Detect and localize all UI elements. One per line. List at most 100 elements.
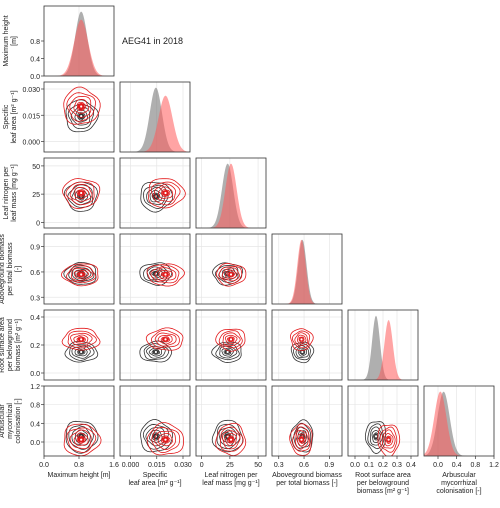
y-axis-title-lnm: leaf mass [mg g⁻¹] [11,164,18,221]
x-axis-title-rsa: biomass [m² g⁻¹] [357,488,409,495]
panel-rsa-vs-agb [271,309,343,381]
contour-red [73,334,89,344]
contour-red [67,330,97,349]
contour-grey [139,262,173,286]
y-tick-label: 0.6 [30,270,40,277]
y-axis-title-sla: leaf area [m² g⁻¹] [11,90,18,143]
contour-red [65,181,95,206]
x-tick-label: 0.4 [406,462,416,469]
panel-amc-vs-sla: 0.000 0.015 0.030 [119,385,192,469]
panel-amc-vs-rsa: 0.0 0.1 0.2 0.3 0.4 [347,385,419,469]
mean-point-red [80,338,83,341]
y-tick-label: 0.015 [22,113,40,120]
contour-red [76,101,87,112]
panel-lnm-vs-sla [119,157,191,229]
panel-frame [119,309,191,381]
panel-frame [195,309,267,381]
panel-content [196,158,266,228]
panel-content [44,310,114,380]
contour-grey [290,341,315,364]
contour-grey [370,426,383,446]
contour-red [154,332,177,347]
x-axis-title-agb: Aboveground biomass [272,472,342,479]
mean-point-red [300,438,303,441]
x-tick-label: 1.2 [489,462,499,469]
contour-grey [143,184,169,209]
x-axis-title-rsa: per belowground [357,480,409,487]
contour-red [154,430,176,450]
contour-red [76,271,86,278]
contour-red [379,426,398,453]
panel-rsa-vs-sla [119,309,191,381]
contour-grey [149,429,163,443]
contour-red [225,269,238,279]
x-tick-label: 0.9 [324,462,334,469]
contour-red [151,427,181,454]
contour-red [76,336,86,343]
x-tick-label: 0.2 [378,462,388,469]
x-tick-label: 0.030 [174,462,192,469]
contour-grey [71,345,91,359]
x-tick-label: 0.015 [148,462,166,469]
x-axis-title-rsa: Root surface area [355,472,411,479]
panel-agb-vs-agb [271,233,343,305]
panel-sla-vs-height: 0.000 0.015 0.030 [22,81,115,153]
contour-grey [140,419,173,453]
mean-point-red [80,191,83,195]
y-tick-label: 0.4 [30,57,40,64]
contour-grey [148,347,162,357]
panel-frame [119,233,191,305]
y-tick-label: 0.2 [30,343,40,350]
panel-agb-vs-height: 0.3 0.6 0.9 [30,233,115,305]
contour-grey [145,427,165,447]
contour-red [69,183,93,202]
y-tick-label: 0.0 [30,74,40,81]
y-axis-title-agb: Aboveground biomass [0,234,6,304]
contour-red [161,435,171,444]
panel-frame [195,157,267,229]
contour-red [226,336,235,343]
mean-point-grey [374,435,378,438]
panel-sla-vs-sla [119,81,191,153]
panel-height-vs-height: 0.0 0.4 0.8 [30,5,115,81]
y-axis-title-agb: [-] [15,266,22,272]
x-tick-label: 0.6 [299,462,309,469]
x-axis-title-amc: Arbuscular [442,472,476,479]
panel-content [44,6,114,76]
mean-point-grey [301,350,304,354]
panel-bg [196,386,266,456]
mean-point-red [164,438,167,441]
contour-red [385,435,392,444]
contour-grey [151,349,161,355]
panel-bg [120,234,190,304]
contour-red [219,426,244,452]
contour-red [296,433,307,447]
contour-red [224,433,237,447]
panel-content [44,158,114,228]
x-axis-title-height: Maximum height [m] [47,472,110,479]
contour-red [158,186,173,199]
plot-annotation: AEG41 in 2018 [122,36,183,46]
contour-grey [211,341,242,363]
contour-grey [151,192,161,201]
contour-red [150,265,180,284]
contour-red [63,86,101,125]
panel-content [196,234,266,304]
x-tick-label: 0.1 [364,462,374,469]
x-tick-label: 0.0 [350,462,360,469]
x-tick-label: 0.8 [74,462,84,469]
contour-grey [64,340,99,363]
panel-content [120,234,190,304]
y-tick-label: 0.9 [30,245,40,252]
panel-amc-vs-lnm: 0 25 50 [195,385,267,469]
contour-red [73,269,89,280]
contour-red [222,430,241,450]
contour-red [298,435,305,444]
y-tick-label: 0.8 [30,403,40,410]
contour-grey [142,424,169,450]
x-axis-title-agb: per total biomass [-] [276,480,338,487]
density-red [424,391,494,456]
contour-grey [146,186,166,206]
contour-grey [69,344,95,361]
y-axis-title-rsa: biomass [m² g⁻¹] [15,319,22,371]
